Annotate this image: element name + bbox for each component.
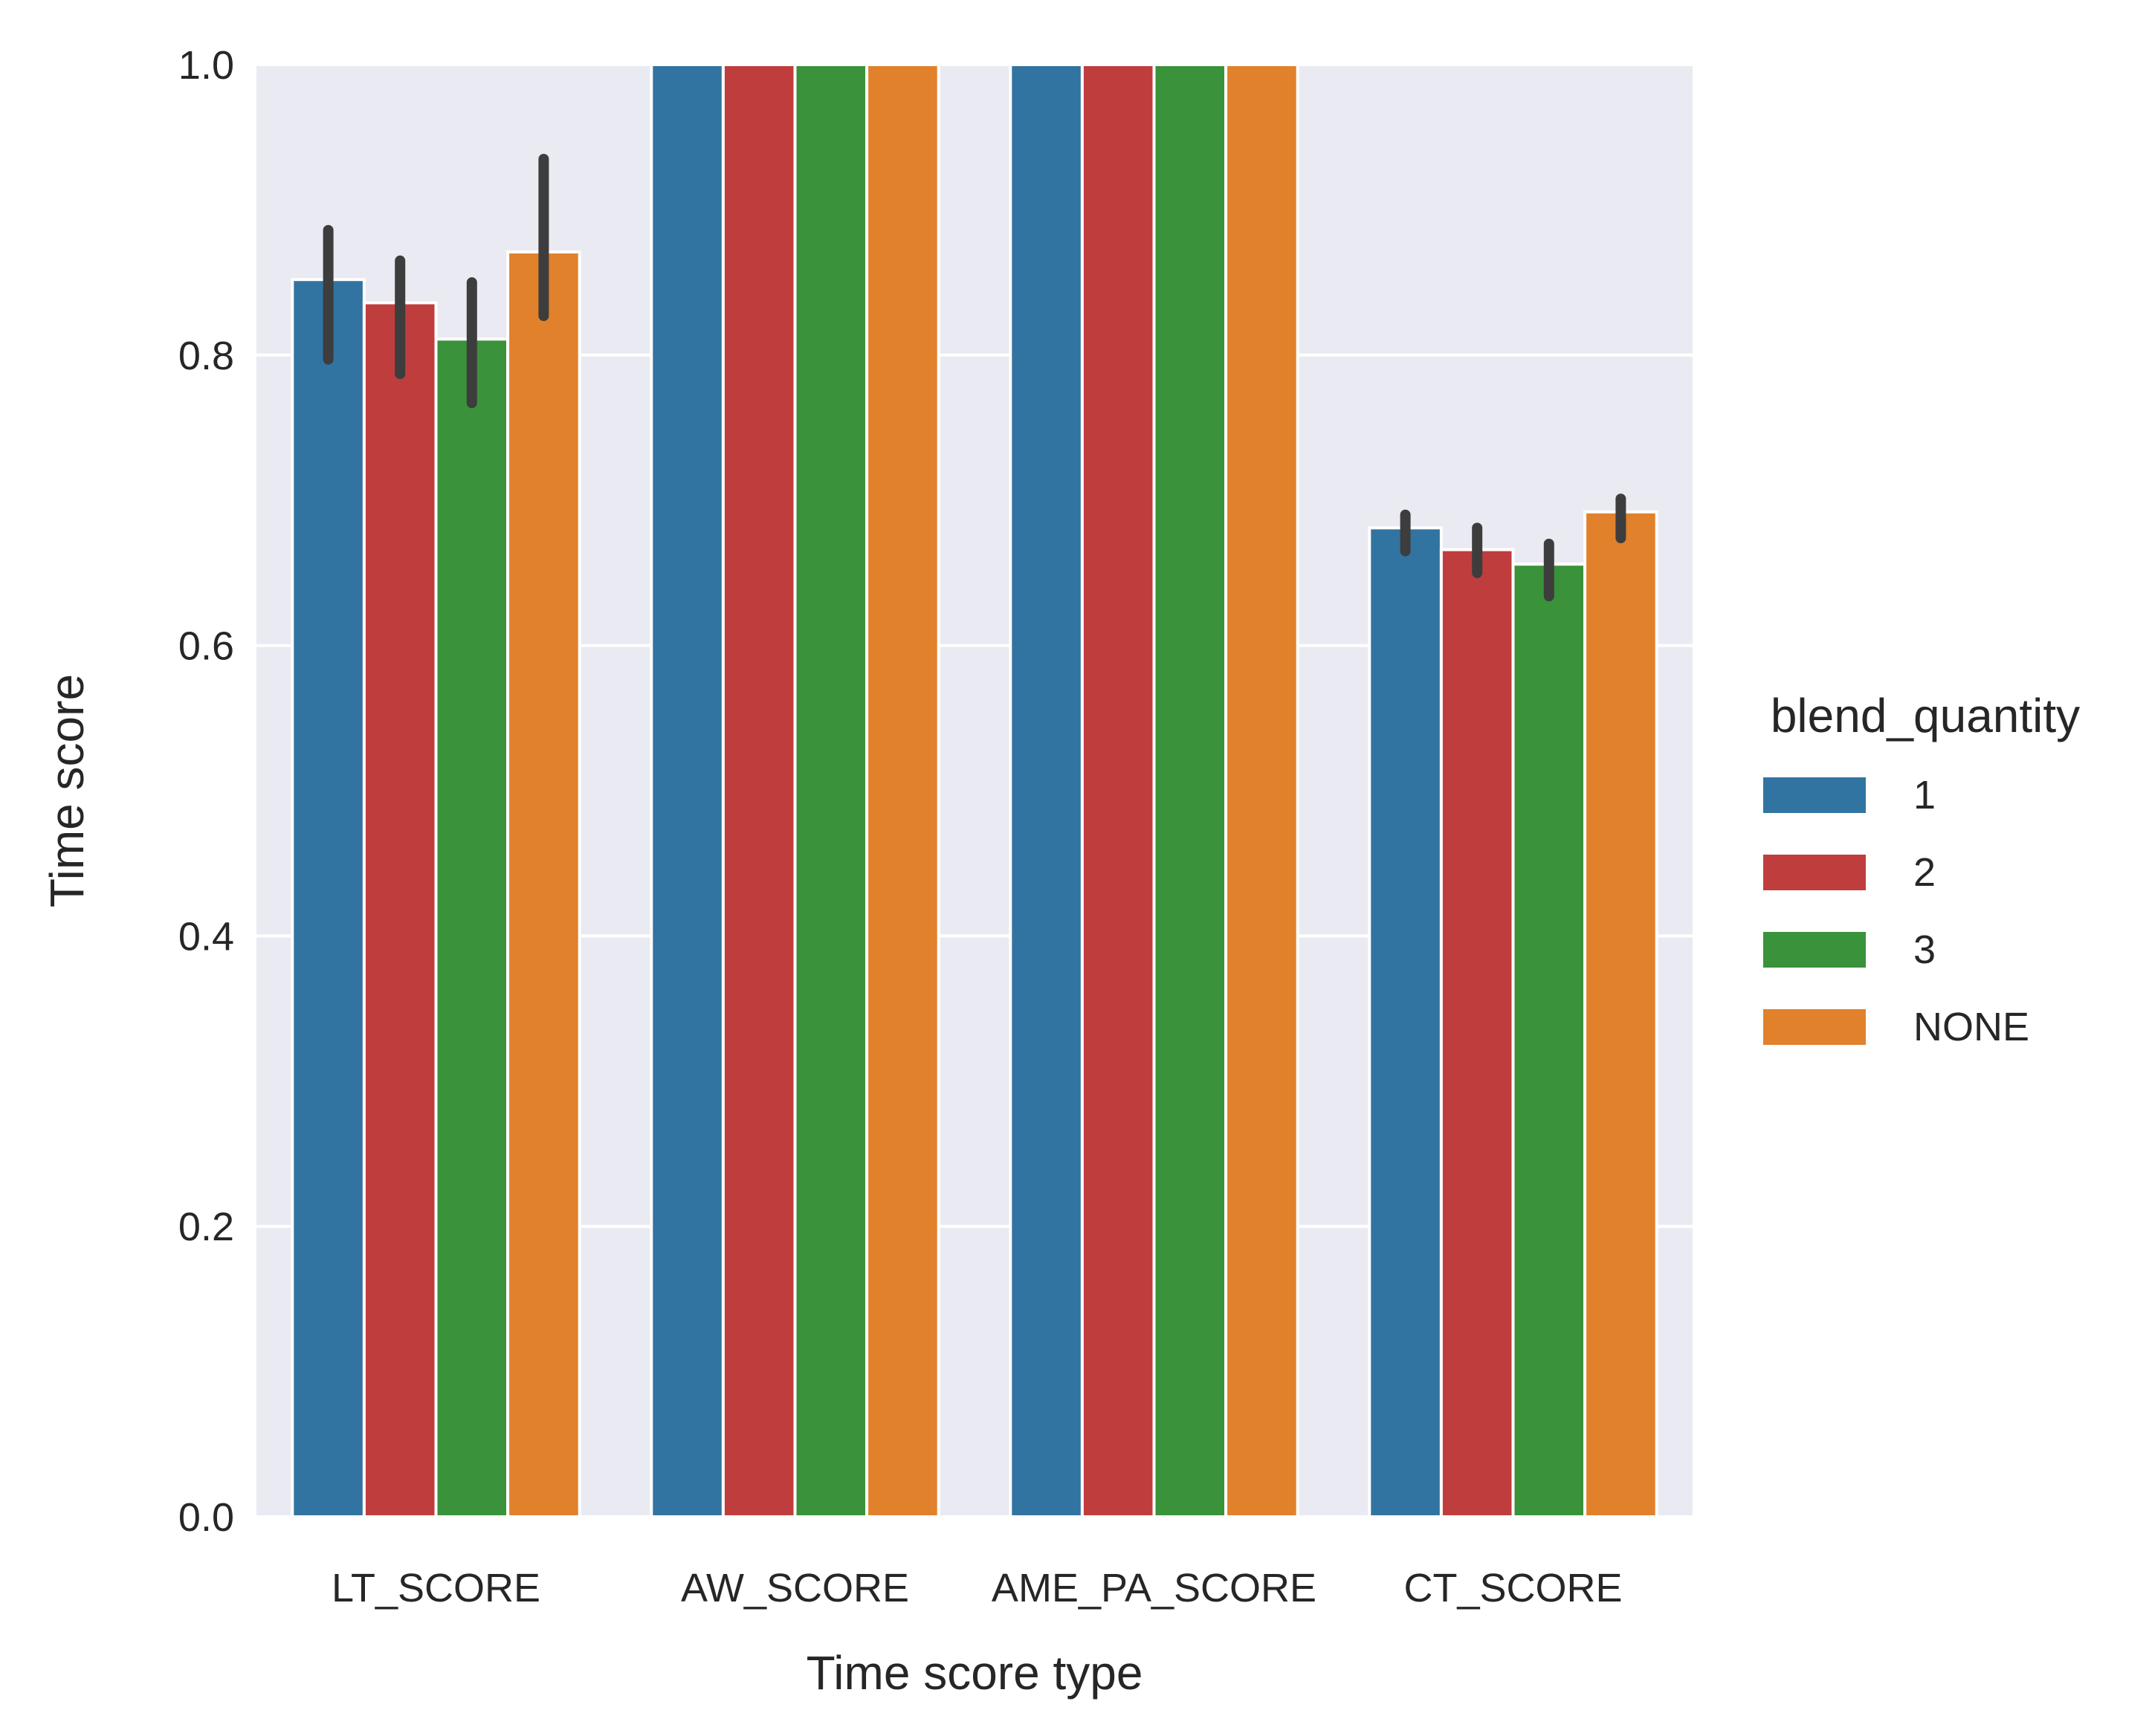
bar (362, 301, 438, 1518)
y-tick-label: 0.8 (178, 334, 234, 378)
legend-swatch (1763, 1009, 1866, 1045)
y-tick-label: 1.0 (178, 43, 234, 88)
legend: blend_quantity 1 2 3 NONE (1763, 689, 2080, 1049)
legend-swatch (1763, 777, 1866, 813)
legend-label: NONE (1913, 1005, 2029, 1049)
x-axis-title: Time score type (807, 1646, 1143, 1700)
bar (1583, 510, 1658, 1518)
legend-title: blend_quantity (1771, 689, 2080, 742)
bar (1511, 563, 1587, 1518)
bar (434, 337, 510, 1518)
x-tick-label: LT_SCORE (332, 1566, 540, 1610)
legend-label: 2 (1913, 850, 1936, 895)
x-tick-label: AME_PA_SCORE (992, 1566, 1316, 1610)
bar (650, 63, 725, 1518)
error-bars (323, 154, 1626, 602)
y-tick-label: 0.2 (178, 1205, 234, 1249)
bar (1009, 63, 1084, 1518)
bars (291, 63, 1658, 1518)
bar (1224, 63, 1299, 1518)
y-tick-label: 0.0 (178, 1495, 234, 1540)
legend-label: 3 (1913, 927, 1936, 972)
bar (506, 250, 581, 1518)
bar (1080, 63, 1156, 1518)
legend-swatch (1763, 855, 1866, 890)
bar (1439, 548, 1515, 1518)
y-tick-label: 0.4 (178, 914, 234, 959)
bar (291, 278, 366, 1518)
y-tick-label: 0.6 (178, 624, 234, 669)
bar (721, 63, 797, 1518)
bar (1152, 63, 1228, 1518)
y-tick-labels: 0.0 0.2 0.4 0.6 0.8 1.0 (178, 43, 234, 1540)
x-tick-label: AW_SCORE (681, 1566, 909, 1610)
x-tick-label: CT_SCORE (1403, 1566, 1622, 1610)
bar (1368, 526, 1443, 1518)
bar (793, 63, 869, 1518)
x-tick-labels: LT_SCORE AW_SCORE AME_PA_SCORE CT_SCORE (332, 1566, 1623, 1610)
legend-swatch (1763, 932, 1866, 968)
legend-label: 1 (1913, 773, 1936, 817)
bar (865, 63, 940, 1518)
y-axis-title: Time score (40, 674, 94, 907)
